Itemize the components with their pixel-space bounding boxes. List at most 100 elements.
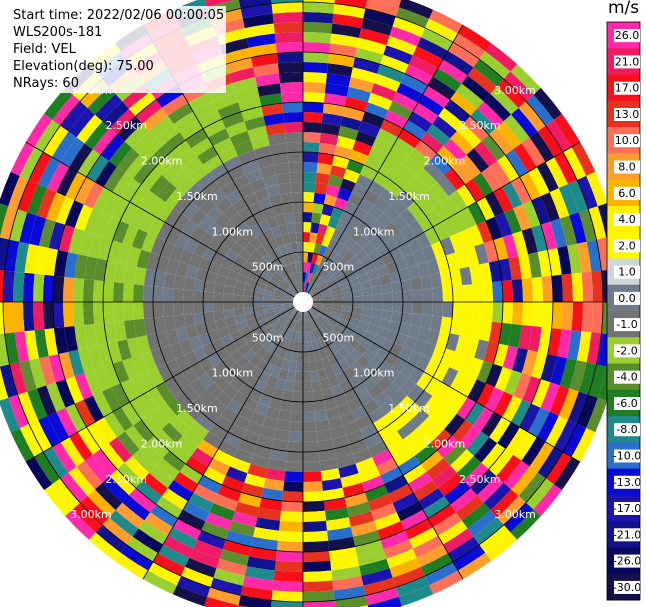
velocity-cell	[429, 181, 449, 203]
velocity-cell	[481, 412, 503, 438]
velocity-cell	[97, 343, 113, 367]
velocity-cell	[508, 324, 522, 348]
velocity-cell	[392, 91, 418, 112]
velocity-cell	[169, 443, 192, 464]
velocity-cell	[408, 111, 433, 133]
velocity-cell	[43, 447, 69, 479]
velocity-cell	[287, 340, 295, 351]
velocity-cell	[42, 302, 55, 330]
velocity-cell	[223, 155, 242, 173]
velocity-cell	[133, 161, 155, 185]
velocity-cell	[262, 253, 274, 265]
velocity-cell	[485, 43, 518, 72]
velocity-cell	[344, 237, 357, 250]
velocity-cell	[182, 428, 204, 448]
velocity-cell	[24, 243, 39, 274]
velocity-cell	[407, 324, 421, 340]
velocity-cell	[197, 146, 218, 165]
velocity-cell	[451, 161, 473, 185]
velocity-cell	[259, 497, 283, 511]
velocity-cell	[68, 108, 95, 138]
velocity-cell	[283, 265, 291, 276]
velocity-cell	[391, 281, 403, 293]
velocity-cell	[385, 329, 399, 343]
velocity-cell	[442, 302, 454, 318]
velocity-cell	[591, 302, 604, 334]
colorbar-label: -2.0	[616, 344, 637, 357]
velocity-cell	[2, 270, 15, 302]
velocity-cell	[416, 168, 437, 189]
velocity-cell	[307, 341, 314, 352]
velocity-cell	[314, 182, 328, 195]
velocity-cell	[472, 302, 483, 321]
velocity-cell	[226, 323, 240, 335]
velocity-cell	[220, 257, 234, 270]
velocity-cell	[436, 174, 457, 197]
velocity-cell	[347, 192, 363, 207]
velocity-cell	[319, 132, 339, 146]
velocity-cell	[377, 521, 405, 540]
velocity-cell	[512, 347, 528, 374]
velocity-cell	[60, 137, 85, 167]
velocity-cell	[222, 204, 239, 221]
velocity-cell	[361, 376, 377, 391]
velocity-cell	[388, 320, 401, 333]
velocity-cell	[244, 116, 266, 131]
velocity-cell	[214, 360, 229, 376]
velocity-cell	[317, 438, 335, 452]
velocity-cell	[303, 52, 330, 64]
velocity-cell	[512, 230, 528, 257]
velocity-cell	[123, 302, 134, 321]
velocity-cell	[254, 261, 266, 273]
velocity-cell	[388, 271, 401, 284]
velocity-cell	[268, 354, 279, 366]
velocity-cell	[531, 379, 551, 408]
velocity-cell	[281, 92, 303, 104]
velocity-cell	[273, 570, 303, 583]
velocity-cell	[253, 444, 272, 459]
velocity-cell	[559, 358, 577, 389]
velocity-cell	[396, 501, 423, 522]
velocity-cell	[290, 273, 297, 284]
velocity-cell	[300, 281, 303, 293]
velocity-cell	[133, 318, 147, 338]
velocity-cell	[36, 385, 57, 416]
velocity-cell	[562, 424, 587, 457]
velocity-cell	[410, 277, 423, 291]
velocity-cell	[282, 390, 294, 402]
colorbar-label-bg	[614, 580, 640, 594]
azimuth-line	[311, 306, 581, 463]
velocity-cell	[395, 7, 430, 28]
velocity-cell	[202, 302, 214, 313]
velocity-cell	[283, 328, 291, 339]
velocity-cell	[303, 491, 324, 502]
velocity-cell	[205, 366, 222, 383]
velocity-cell	[286, 142, 303, 153]
velocity-cell	[331, 308, 343, 315]
velocity-cell	[428, 76, 456, 100]
velocity-cell	[412, 289, 423, 302]
range-label: 2.00km	[141, 155, 183, 168]
velocity-cell	[284, 306, 295, 312]
velocity-cell	[470, 108, 497, 135]
velocity-cell	[235, 86, 260, 103]
velocity-cell	[165, 188, 185, 208]
velocity-cell	[358, 466, 381, 483]
velocity-cell	[374, 73, 401, 92]
velocity-cell	[34, 329, 49, 359]
velocity-cell	[318, 267, 327, 278]
velocity-cell	[336, 454, 356, 469]
velocity-cell	[242, 260, 255, 272]
velocity-cell	[303, 530, 329, 543]
velocity-cell	[209, 503, 235, 521]
velocity-cell	[392, 215, 409, 232]
range-label: 2.00km	[424, 437, 466, 450]
velocity-cell	[463, 116, 489, 142]
velocity-cell	[399, 378, 417, 396]
velocity-cell	[380, 54, 409, 74]
velocity-cell	[153, 316, 167, 334]
velocity-cell	[472, 283, 483, 302]
velocity-cell	[378, 423, 397, 441]
velocity-cell	[251, 266, 263, 277]
velocity-cell	[204, 0, 234, 8]
